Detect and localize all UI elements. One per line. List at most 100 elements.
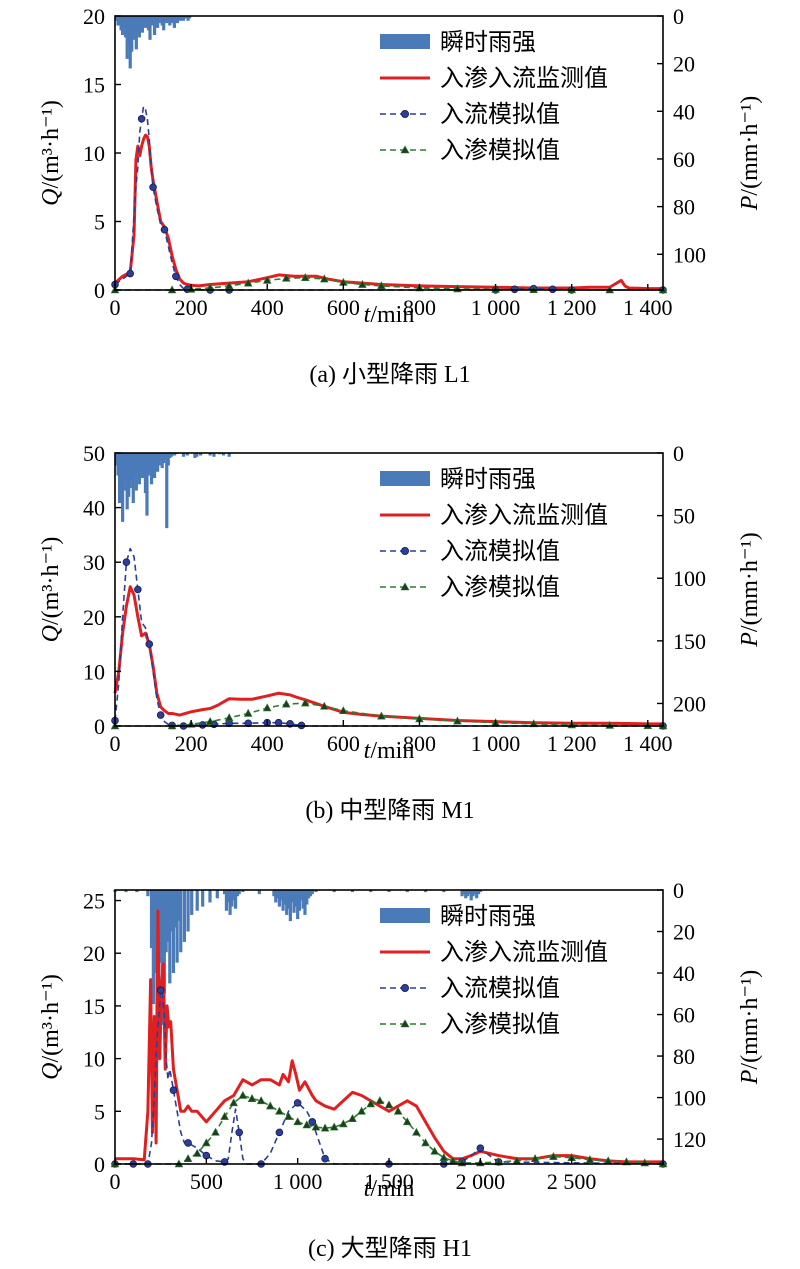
infiltration-point: [377, 711, 386, 720]
infiltration-point: [293, 1117, 302, 1126]
rain-bar: [177, 890, 181, 922]
rain-bar: [301, 890, 305, 909]
rain-bar: [187, 16, 192, 19]
rain-bars: [114, 16, 192, 69]
rain-bar: [152, 16, 157, 36]
infiltration-point: [377, 281, 386, 290]
rain-bar: [171, 890, 176, 974]
series-line-2: [114, 105, 663, 291]
panel-caption: (a) 小型降雨 L1: [309, 361, 470, 388]
legend-marker-infiltration: [400, 145, 410, 154]
infiltration-point: [339, 1119, 348, 1128]
rain-bar: [227, 453, 231, 457]
legend-swatch-rain: [380, 34, 430, 49]
infiltration-point: [262, 275, 272, 284]
x-tick-label: 1 200: [547, 731, 597, 756]
rain-bar: [168, 890, 172, 984]
infiltration-point: [421, 1138, 430, 1147]
infiltration-point: [302, 1120, 312, 1129]
rain-bar: [294, 890, 298, 907]
y-tick-label: 0: [94, 1152, 105, 1177]
x-axis-label-symbol: t: [364, 1176, 372, 1202]
rain-bar: [476, 890, 481, 895]
infiltration-point: [320, 274, 329, 283]
infiltration-point: [529, 719, 538, 728]
legend-swatch-rain: [380, 471, 430, 486]
rain-bar: [310, 890, 314, 895]
rain-bar: [131, 453, 135, 504]
infiltration-point: [224, 281, 234, 290]
legend-label-observed: 入渗入流监测值: [440, 939, 608, 966]
infiltration-point: [183, 1154, 193, 1163]
infiltration-point: [357, 1106, 366, 1115]
inflow-point: [137, 114, 146, 123]
rain-bar: [314, 890, 318, 893]
rain-bar: [178, 16, 183, 21]
rain-bar: [350, 890, 355, 893]
y2-axis-label-unit: /(mm·h⁻¹): [737, 532, 763, 632]
rain-bar: [462, 890, 466, 895]
x-tick-label: 1 400: [623, 295, 673, 320]
rain-bar: [303, 890, 307, 915]
rain-bar: [164, 890, 168, 953]
y-tick-label: 30: [83, 550, 105, 575]
infiltration-point: [262, 703, 272, 712]
rain-bar: [149, 890, 154, 949]
infiltration-point: [366, 1099, 376, 1108]
rain-bar: [478, 890, 482, 893]
chart-panel-2: 0 200 400 600 800 1 000 1 200 1 400 0 10 20 30 40 50 0…: [38, 441, 763, 824]
legend-label-rain: 瞬时雨强: [440, 903, 536, 930]
rain-bar: [228, 890, 232, 915]
x-tick-label: 600: [327, 731, 360, 756]
rain-bar: [277, 890, 281, 907]
rain-bar: [299, 890, 303, 901]
y2-axis-label: P/(mm·h⁻¹): [737, 970, 763, 1086]
rain-bar: [232, 890, 236, 901]
x-tick-label: 600: [327, 295, 360, 320]
legend-swatch-rain: [380, 908, 430, 923]
legend-label-inflow: 入流模拟值: [440, 101, 560, 128]
infiltration-point: [243, 278, 253, 287]
rain-bar: [281, 890, 285, 911]
infiltration-point: [412, 1127, 421, 1136]
rain-bar: [235, 890, 239, 897]
y2-tick-label: 0: [673, 878, 684, 903]
rain-bar: [307, 890, 311, 899]
rain-bar: [181, 16, 186, 21]
legend-label-inflow: 入流模拟值: [440, 538, 560, 565]
y2-tick-label: 0: [673, 4, 684, 29]
rain-bar: [162, 16, 166, 31]
legend-label-observed: 入渗入流监测值: [440, 502, 608, 529]
y-tick-label: 20: [83, 4, 105, 29]
y2-tick-label: 80: [673, 195, 695, 220]
rain-bar: [201, 890, 205, 907]
rain-bar: [469, 890, 473, 901]
legend-marker-inflow: [400, 984, 409, 993]
infiltration-point: [220, 1111, 229, 1120]
x-tick-label: 1 500: [364, 1169, 414, 1194]
rain-bar: [195, 890, 199, 911]
infiltration-point: [275, 1106, 284, 1115]
y2-tick-label: 100: [673, 1086, 706, 1111]
rain-bar: [465, 890, 470, 897]
y2-tick-label: 100: [673, 566, 706, 591]
x-tick-label: 400: [251, 295, 284, 320]
y2-tick-label: 20: [673, 920, 695, 945]
rain-bar: [223, 890, 227, 895]
series-line-2: [114, 547, 663, 727]
infiltration-point: [320, 701, 329, 710]
y-axis-label-symbol: Q: [38, 1063, 64, 1080]
x-axis-label-unit: /min: [370, 1176, 414, 1202]
y-tick-label: 10: [83, 1047, 105, 1072]
x-tick-label: 400: [251, 731, 284, 756]
rain-bar: [230, 890, 234, 907]
rain-bar: [226, 890, 230, 903]
rain-bar: [162, 890, 166, 994]
x-tick-label: 800: [403, 295, 436, 320]
series-markers-2: [111, 114, 667, 294]
y-tick-label: 10: [83, 141, 105, 166]
rain-bar: [241, 890, 245, 893]
rain-bar: [151, 890, 155, 1005]
x-axis-label-symbol: t: [364, 738, 372, 764]
